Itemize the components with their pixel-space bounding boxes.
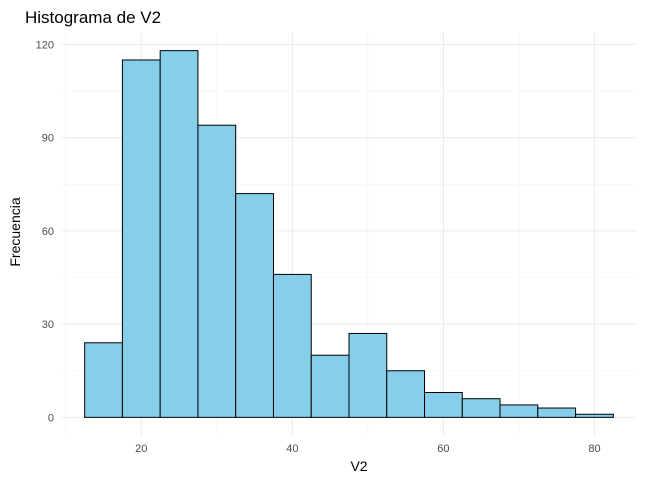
y-tick-label: 60 [42, 226, 54, 238]
histogram-bar [84, 342, 123, 418]
y-tick-label: 120 [36, 39, 54, 51]
histogram-bar [575, 413, 614, 418]
histogram-bar [537, 407, 577, 418]
y-tick-label: 90 [42, 133, 54, 145]
histogram-bar [499, 404, 539, 418]
chart-title: Histograma de V2 [25, 8, 161, 27]
y-tick-label: 0 [48, 412, 54, 424]
histogram-bar [310, 354, 350, 418]
histogram-bar [159, 50, 199, 418]
x-tick-label: 40 [286, 443, 298, 455]
histogram-bar [197, 124, 237, 418]
bars [84, 50, 614, 418]
histogram-bar [272, 273, 312, 418]
y-tick-label: 30 [42, 319, 54, 331]
x-tick-label: 60 [437, 443, 449, 455]
histogram-bar [424, 391, 463, 418]
histogram-bar [235, 193, 274, 418]
x-tick-label: 80 [588, 443, 600, 455]
histogram-bar [348, 332, 388, 418]
histogram-bar [386, 370, 426, 418]
histogram-bar [461, 398, 501, 418]
y-axis-title: Frecuencia [7, 197, 23, 266]
x-tick-label: 20 [135, 443, 147, 455]
x-axis-title: V2 [350, 458, 367, 474]
histogram-bar [121, 59, 161, 418]
axis-ticks: 20 40 60 80 0 30 60 90 120 [36, 39, 601, 455]
